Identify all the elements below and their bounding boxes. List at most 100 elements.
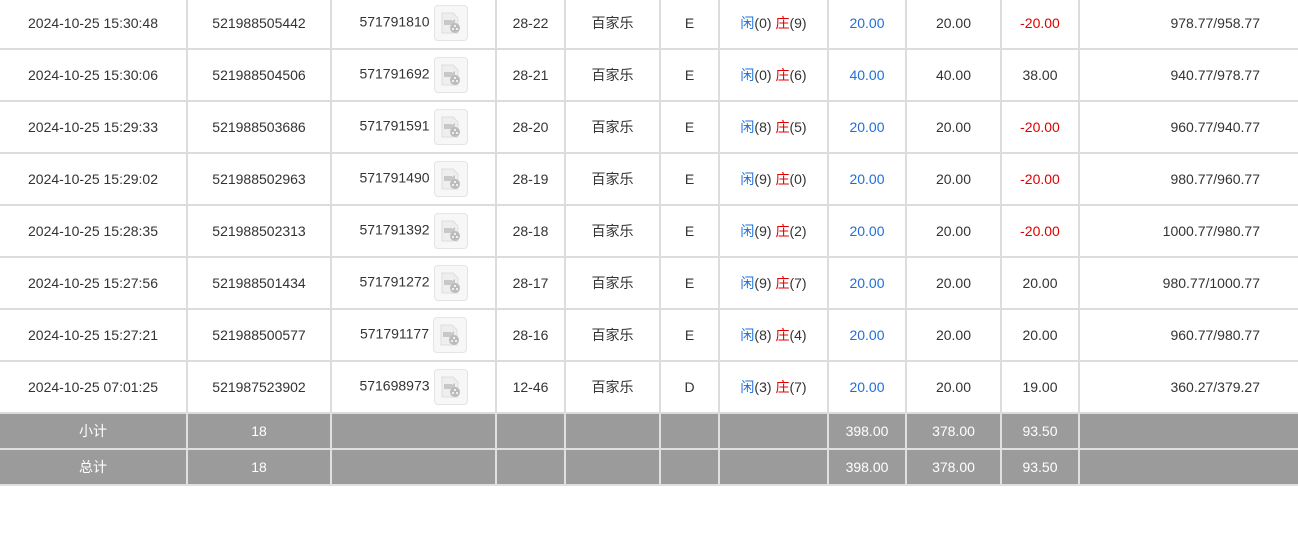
round-id: 571791490 bbox=[359, 169, 430, 186]
balance-cell: 980.77/1000.77 bbox=[1078, 256, 1298, 310]
game-cell: 百家乐 bbox=[564, 256, 661, 310]
round-cell: 571791490 bbox=[330, 152, 497, 206]
shoe-cell: 28-20 bbox=[495, 100, 566, 154]
win-loss-cell: -20.00 bbox=[1000, 100, 1080, 154]
player-points: (3) bbox=[754, 379, 772, 395]
round-cell: 571791591 bbox=[330, 100, 497, 154]
banker-label: 庄 bbox=[775, 223, 790, 239]
win-loss-cell: 19.00 bbox=[1000, 360, 1080, 414]
table-row: 2024-10-25 15:27:56 521988501434 571791272… bbox=[0, 256, 1298, 310]
balance-cell: 960.77/940.77 bbox=[1078, 100, 1298, 154]
summary-win: 93.50 bbox=[1000, 448, 1080, 486]
banker-label: 庄 bbox=[775, 171, 790, 187]
summary-count: 18 bbox=[186, 448, 332, 486]
round-id: 571791810 bbox=[359, 13, 430, 30]
summary-row: 小计 18 398.00 378.00 93.50 bbox=[0, 412, 1298, 450]
banker-points: (4) bbox=[789, 327, 807, 343]
bet-amount-cell: 40.00 bbox=[827, 48, 907, 102]
table-cell: E bbox=[659, 152, 720, 206]
time-cell: 2024-10-25 15:28:35 bbox=[0, 204, 188, 258]
table-row: 2024-10-25 15:29:33 521988503686 571791591… bbox=[0, 100, 1298, 154]
table-row: 2024-10-25 15:30:48 521988505442 571791810… bbox=[0, 0, 1298, 50]
round-id: 571698973 bbox=[359, 377, 430, 394]
result-cell: 闲(0) 庄(9) bbox=[718, 0, 829, 50]
table-cell: E bbox=[659, 256, 720, 310]
banker-points: (5) bbox=[789, 119, 807, 135]
banker-points: (6) bbox=[789, 67, 807, 83]
balance-cell: 978.77/958.77 bbox=[1078, 0, 1298, 50]
result-cell: 闲(8) 庄(4) bbox=[718, 308, 829, 362]
banker-label: 庄 bbox=[775, 67, 790, 83]
player-label: 闲 bbox=[740, 223, 755, 239]
summary-bet: 398.00 bbox=[827, 412, 907, 450]
game-cell: 百家乐 bbox=[564, 360, 661, 414]
player-label: 闲 bbox=[740, 67, 755, 83]
table-row: 2024-10-25 15:28:35 521988502313 571791392… bbox=[0, 204, 1298, 258]
game-cell: 百家乐 bbox=[564, 308, 661, 362]
round-id: 571791177 bbox=[359, 325, 430, 342]
video-file-icon[interactable] bbox=[433, 369, 468, 405]
round-cell: 571791177 bbox=[330, 308, 497, 362]
game-cell: 百家乐 bbox=[564, 204, 661, 258]
banker-points: (7) bbox=[789, 275, 807, 291]
valid-bet-cell: 20.00 bbox=[905, 100, 1002, 154]
win-loss-cell: 38.00 bbox=[1000, 48, 1080, 102]
time-cell: 2024-10-25 15:27:21 bbox=[0, 308, 188, 362]
order-id-cell: 521988504506 bbox=[186, 48, 332, 102]
summary-bet: 398.00 bbox=[827, 448, 907, 486]
bet-amount-cell: 20.00 bbox=[827, 152, 907, 206]
win-loss-cell: 20.00 bbox=[1000, 308, 1080, 362]
balance-cell: 1000.77/980.77 bbox=[1078, 204, 1298, 258]
result-cell: 闲(9) 庄(0) bbox=[718, 152, 829, 206]
summary-win: 93.50 bbox=[1000, 412, 1080, 450]
win-loss-cell: -20.00 bbox=[1000, 204, 1080, 258]
bet-amount-cell: 20.00 bbox=[827, 256, 907, 310]
video-file-icon[interactable] bbox=[433, 5, 468, 41]
round-cell: 571791392 bbox=[330, 204, 497, 258]
time-cell: 2024-10-25 07:01:25 bbox=[0, 360, 188, 414]
video-file-icon[interactable] bbox=[433, 265, 468, 301]
video-file-icon[interactable] bbox=[433, 57, 468, 93]
game-cell: 百家乐 bbox=[564, 0, 661, 50]
table-cell: D bbox=[659, 360, 720, 414]
player-points: (0) bbox=[754, 15, 772, 31]
shoe-cell: 28-17 bbox=[495, 256, 566, 310]
table-cell: E bbox=[659, 308, 720, 362]
balance-cell: 960.77/980.77 bbox=[1078, 308, 1298, 362]
shoe-cell: 28-22 bbox=[495, 0, 566, 50]
video-file-icon[interactable] bbox=[433, 213, 468, 249]
time-cell: 2024-10-25 15:29:02 bbox=[0, 152, 188, 206]
win-loss-cell: -20.00 bbox=[1000, 152, 1080, 206]
game-cell: 百家乐 bbox=[564, 48, 661, 102]
round-id: 571791692 bbox=[359, 65, 430, 82]
banker-points: (9) bbox=[789, 15, 807, 31]
round-cell: 571698973 bbox=[330, 360, 497, 414]
table-row: 2024-10-25 15:30:06 521988504506 571791692… bbox=[0, 48, 1298, 102]
summary-label: 小计 bbox=[0, 412, 188, 450]
banker-label: 庄 bbox=[775, 327, 790, 343]
summary-label: 总计 bbox=[0, 448, 188, 486]
order-id-cell: 521987523902 bbox=[186, 360, 332, 414]
win-loss-cell: -20.00 bbox=[1000, 0, 1080, 50]
player-label: 闲 bbox=[740, 171, 755, 187]
time-cell: 2024-10-25 15:27:56 bbox=[0, 256, 188, 310]
game-cell: 百家乐 bbox=[564, 152, 661, 206]
shoe-cell: 28-16 bbox=[495, 308, 566, 362]
video-file-icon[interactable] bbox=[433, 109, 468, 145]
player-points: (9) bbox=[754, 223, 772, 239]
video-file-icon[interactable] bbox=[433, 317, 468, 353]
valid-bet-cell: 20.00 bbox=[905, 360, 1002, 414]
player-label: 闲 bbox=[740, 379, 755, 395]
valid-bet-cell: 40.00 bbox=[905, 48, 1002, 102]
result-cell: 闲(3) 庄(7) bbox=[718, 360, 829, 414]
win-loss-cell: 20.00 bbox=[1000, 256, 1080, 310]
order-id-cell: 521988502313 bbox=[186, 204, 332, 258]
table-cell: E bbox=[659, 100, 720, 154]
balance-cell: 360.27/379.27 bbox=[1078, 360, 1298, 414]
valid-bet-cell: 20.00 bbox=[905, 256, 1002, 310]
shoe-cell: 12-46 bbox=[495, 360, 566, 414]
video-file-icon[interactable] bbox=[433, 161, 468, 197]
round-cell: 571791810 bbox=[330, 0, 497, 50]
shoe-cell: 28-18 bbox=[495, 204, 566, 258]
bet-amount-cell: 20.00 bbox=[827, 0, 907, 50]
